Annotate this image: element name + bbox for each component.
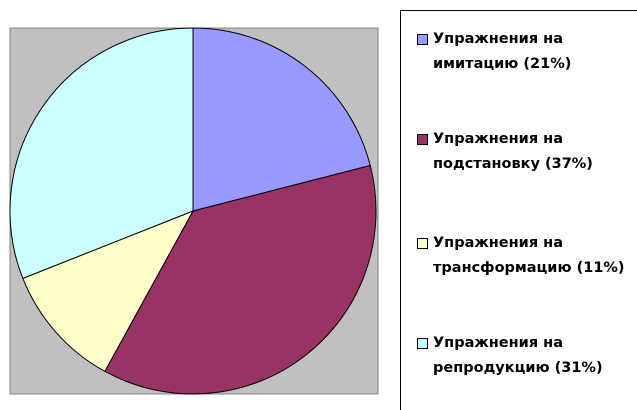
legend-entry: Упражнения на подстановку (37%) xyxy=(417,127,633,177)
legend-swatch xyxy=(417,134,428,145)
legend-swatch xyxy=(417,338,428,349)
pie-slice xyxy=(9,27,194,280)
legend-label: Упражнения на подстановку (37%) xyxy=(433,131,593,172)
legend-entry: Упражнения на трансформацию (11%) xyxy=(417,231,633,281)
legend: Упражнения на имитацию (21%) Упражнения н… xyxy=(400,10,637,410)
legend-label: Упражнения на имитацию (21%) xyxy=(433,31,572,72)
legend-swatch xyxy=(417,34,428,45)
pie-slice xyxy=(192,27,371,212)
legend-entry: Упражнения на имитацию (21%) xyxy=(417,27,633,77)
chart xyxy=(9,27,379,395)
legend-swatch xyxy=(417,238,428,249)
pie-slice xyxy=(22,210,195,373)
legend-label: Упражнения на репродукцию (31%) xyxy=(433,335,603,376)
legend-label: Упражнения на трансформацию (11%) xyxy=(433,235,625,276)
legend-entry: Упражнения на репродукцию (31%) xyxy=(417,331,633,381)
pie-slice xyxy=(104,164,377,395)
